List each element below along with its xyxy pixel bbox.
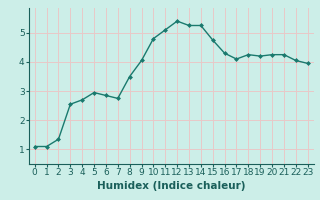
X-axis label: Humidex (Indice chaleur): Humidex (Indice chaleur): [97, 181, 245, 191]
